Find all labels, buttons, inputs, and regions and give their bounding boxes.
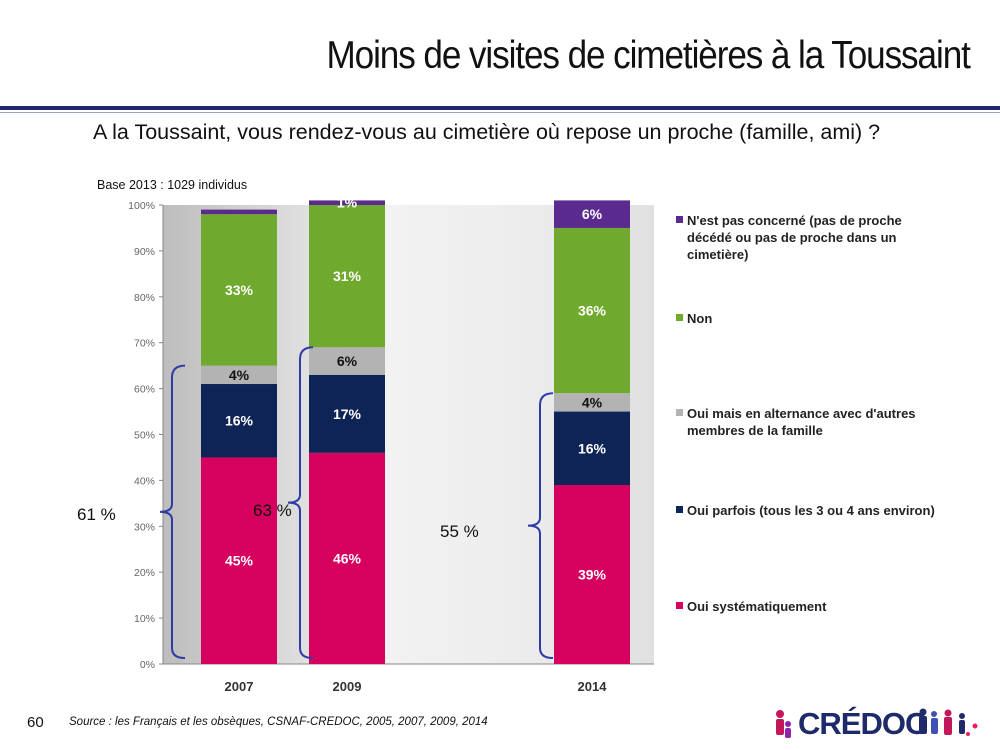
data-label: 6%: [582, 206, 603, 222]
legend-swatch: [676, 409, 683, 416]
data-label: 1%: [337, 195, 358, 211]
bar-segment: [201, 365, 277, 385]
legend-item: Oui mais en alternance avec d'autres mem…: [676, 405, 936, 439]
bar-segment: [554, 227, 630, 394]
data-label: 33%: [225, 282, 254, 298]
x-tick-label: 2014: [578, 679, 608, 694]
bar-segment: [554, 411, 630, 485]
x-tick-label: 2009: [333, 679, 362, 694]
bar-segment: [201, 384, 277, 458]
y-tick-label: 40%: [134, 475, 155, 487]
y-tick-label: 20%: [134, 567, 155, 579]
bar-segment: [201, 457, 277, 664]
data-label: 4%: [229, 367, 250, 383]
bar-segment: [554, 393, 630, 412]
y-tick-label: 70%: [134, 338, 155, 350]
data-label: 4%: [582, 394, 603, 410]
bar-segment: [309, 205, 385, 348]
base-note: Base 2013 : 1029 individus: [97, 178, 248, 192]
bar-segment: [201, 214, 277, 366]
bracket-total-label: 55 %: [440, 522, 479, 541]
data-label: 31%: [333, 268, 362, 284]
legend-swatch: [676, 506, 683, 513]
total-bracket: [287, 346, 314, 659]
legend-swatch: [676, 314, 683, 321]
y-tick-label: 50%: [134, 430, 155, 442]
bracket-total-label: 63 %: [253, 501, 292, 520]
bar-segment: [309, 347, 385, 375]
data-label: 36%: [578, 303, 607, 319]
title-divider-thin: [0, 112, 1000, 113]
y-tick-label: 60%: [134, 384, 155, 396]
legend-label: N'est pas concerné (pas de proche décédé…: [687, 213, 902, 262]
x-tick-label: 2007: [225, 679, 254, 694]
legend-item: N'est pas concerné (pas de proche décédé…: [676, 212, 936, 263]
bar-segment: [309, 374, 385, 453]
legend-swatch: [676, 602, 683, 609]
y-tick-label: 10%: [134, 613, 155, 625]
data-label: 6%: [337, 353, 358, 369]
bar-segment: [201, 209, 277, 215]
bar-segment: [554, 200, 630, 228]
y-tick-label: 100%: [128, 200, 155, 212]
y-tick-label: 80%: [134, 292, 155, 304]
data-label: 45%: [225, 553, 254, 569]
legend-label: Non: [687, 311, 713, 326]
legend-swatch: [676, 216, 683, 223]
page-number: 60: [27, 714, 44, 731]
y-tick-label: 0%: [140, 659, 155, 671]
data-label: 46%: [333, 550, 362, 566]
title-divider: [0, 106, 1000, 110]
people-icon: [776, 708, 978, 738]
bar-segment: [309, 200, 385, 205]
data-label: 17%: [333, 406, 362, 422]
y-tick-label: 30%: [134, 521, 155, 533]
legend-label: Oui mais en alternance avec d'autres mem…: [687, 406, 916, 438]
total-bracket: [527, 392, 554, 659]
logo-text: CRÉDOC: [798, 706, 927, 741]
survey-question: A la Toussaint, vous rendez-vous au cime…: [93, 120, 881, 144]
data-label: 16%: [578, 440, 607, 456]
legend-item: Oui parfois (tous les 3 ou 4 ans environ…: [676, 502, 936, 519]
page-title: Moins de visites de cimetières à la Tous…: [326, 34, 971, 77]
legend-item: Oui systématiquement: [676, 598, 936, 615]
y-tick-label: 90%: [134, 246, 155, 258]
bracket-total-label: 61 %: [77, 505, 116, 524]
legend-item: Non: [676, 310, 936, 327]
total-bracket: [159, 364, 186, 659]
bar-segment: [554, 484, 630, 664]
source-note: Source : les Français et les obsèques, C…: [69, 716, 488, 728]
data-label: 16%: [225, 413, 254, 429]
legend-label: Oui systématiquement: [687, 599, 827, 614]
bar-segment: [309, 452, 385, 664]
credoc-logo: CRÉDOC: [768, 704, 983, 744]
legend-label: Oui parfois (tous les 3 ou 4 ans environ…: [687, 503, 935, 518]
data-label: 39%: [578, 566, 607, 582]
